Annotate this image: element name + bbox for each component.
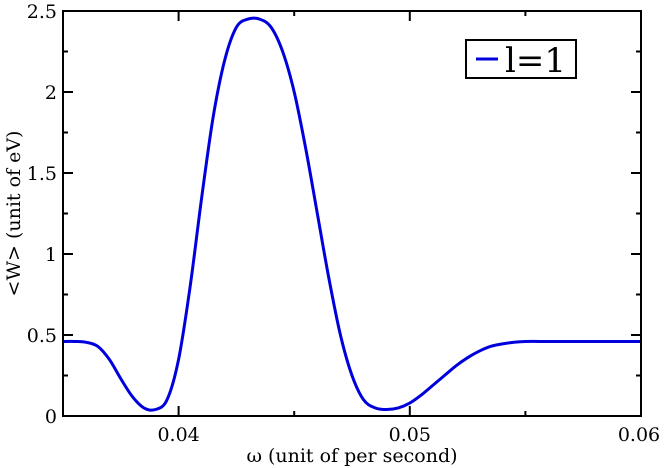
y-tick-label: 1 — [45, 244, 57, 266]
y-tick-label: 1.5 — [27, 163, 57, 185]
x-axis-label: ω (unit of per second) — [246, 445, 457, 467]
x-tick-label: 0.04 — [157, 424, 199, 446]
y-tick-label: 0 — [45, 406, 57, 428]
legend: l=1 — [465, 39, 577, 81]
plot-frame — [62, 10, 642, 417]
x-tick-label: 0.05 — [389, 424, 431, 446]
legend-label-l1: l=1 — [505, 41, 566, 81]
x-axis-ticks: 0.04 0.05 0.06 — [157, 11, 660, 446]
y-tick-label: 2 — [45, 82, 57, 104]
series-layer — [62, 16, 641, 412]
y-axis-label: <W> (unit of eV) — [3, 131, 25, 297]
x-tick-label: 0.06 — [618, 424, 660, 446]
series-line-l1 — [62, 16, 641, 412]
y-tick-label: 2.5 — [27, 1, 57, 23]
y-axis-ticks: 0 0.5 1 1.5 2 2.5 — [27, 1, 641, 428]
y-tick-label: 0.5 — [27, 325, 57, 347]
